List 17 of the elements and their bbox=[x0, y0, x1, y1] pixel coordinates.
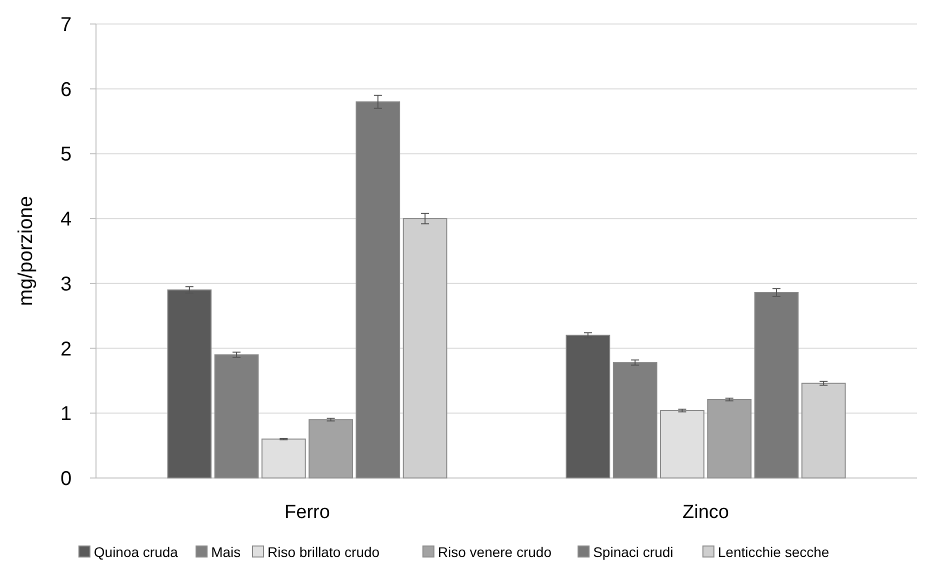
x-tick-label: Zinco bbox=[682, 502, 730, 523]
legend-label: Quinoa cruda bbox=[94, 544, 178, 560]
y-tick-label: 4 bbox=[60, 208, 72, 231]
legend-label: Mais bbox=[211, 544, 241, 560]
y-tick-label: 3 bbox=[60, 273, 72, 296]
y-axis-title: mg/porzione bbox=[15, 196, 37, 306]
y-tick-label: 1 bbox=[60, 403, 72, 426]
y-tick-label: 7 bbox=[60, 14, 72, 36]
y-tick-label: 2 bbox=[60, 338, 72, 360]
y-tick-label: 0 bbox=[60, 468, 72, 490]
y-tick-label: 6 bbox=[60, 78, 72, 101]
legend-label: Riso brillato crudo bbox=[268, 544, 380, 560]
x-tick-label: Ferro bbox=[284, 502, 330, 523]
y-tick-label: 5 bbox=[60, 144, 72, 166]
legend-label: Spinaci crudi bbox=[593, 544, 674, 560]
legend-label: Riso venere crudo bbox=[438, 544, 552, 560]
legend-label: Lenticchie secche bbox=[718, 544, 830, 560]
